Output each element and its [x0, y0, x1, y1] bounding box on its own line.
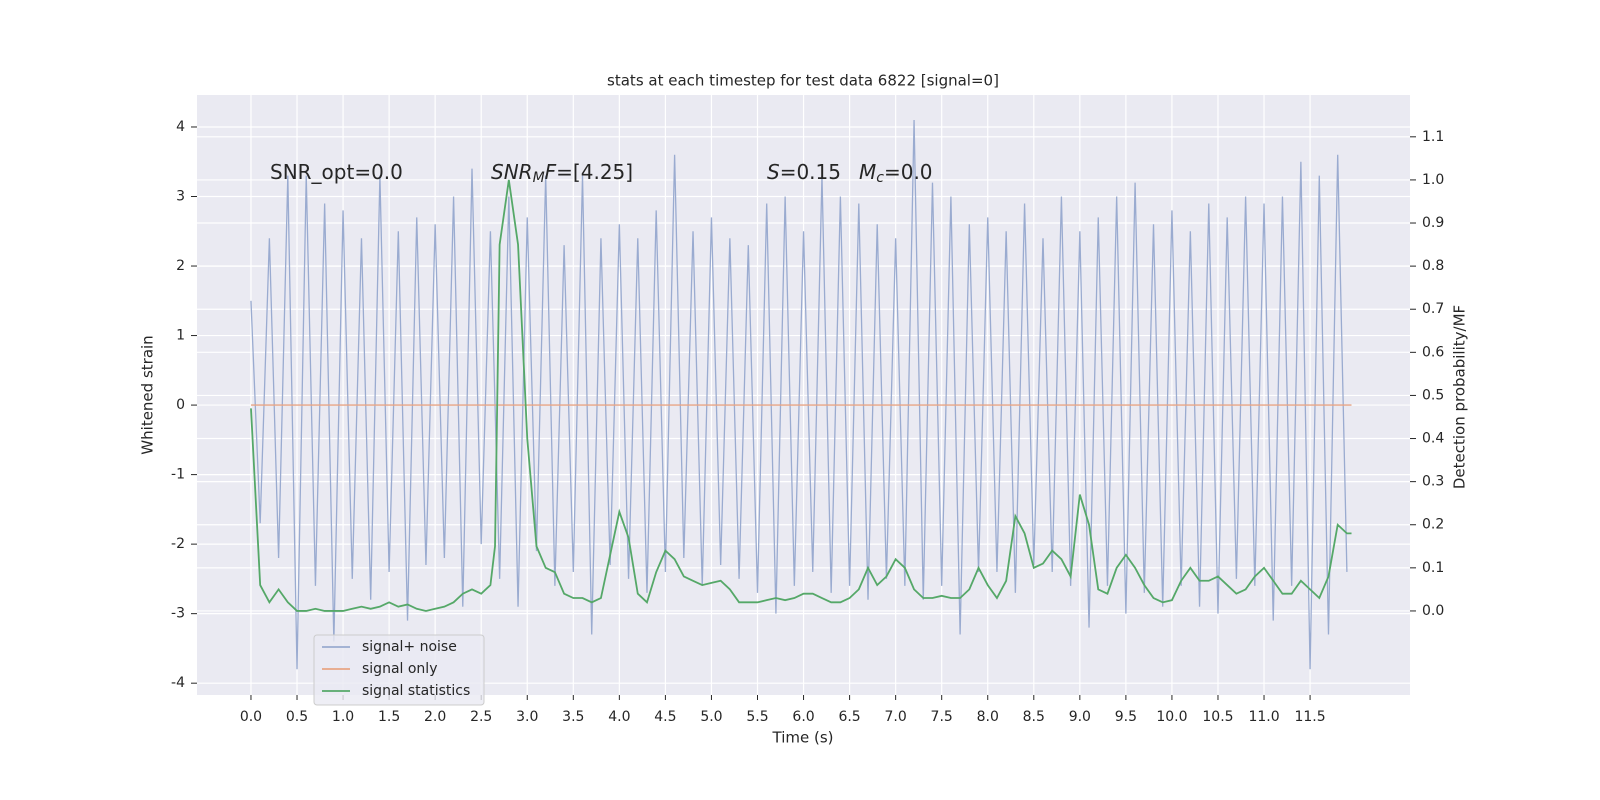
y2-tick-label: 1.0 — [1422, 172, 1444, 188]
y-tick-label: 4 — [176, 119, 185, 135]
x-tick-label: 3.5 — [562, 709, 584, 725]
y2-tick-label: 0.8 — [1422, 258, 1444, 274]
chart-title: stats at each timestep for test data 682… — [607, 72, 999, 90]
annotation-part: =0.15 — [780, 160, 841, 184]
x-tick-label: 0.0 — [240, 709, 262, 725]
y2-tick-label: 0.2 — [1422, 517, 1444, 533]
x-tick-label: 5.0 — [700, 709, 722, 725]
x-tick-label: 9.5 — [1115, 709, 1137, 725]
annotation-part: SNR — [491, 160, 533, 184]
x-tick-label: 10.0 — [1156, 709, 1187, 725]
legend-label: signal+ noise — [362, 639, 457, 655]
y2-tick-label: 0.7 — [1422, 301, 1444, 317]
y-tick-label: -2 — [171, 536, 185, 552]
marks — [250, 120, 1352, 670]
annotation-part: c — [876, 170, 884, 186]
annotation: Mc=0.0 — [859, 160, 933, 187]
annotation-part: =0.0 — [884, 160, 933, 184]
y-tick-label: 1 — [176, 328, 185, 344]
annotation: SNR_opt=0.0 — [270, 160, 403, 184]
x-tick-label: 8.5 — [1023, 709, 1045, 725]
annotation-part: M — [533, 170, 545, 186]
y-tick-label: -3 — [171, 606, 185, 622]
legend-label: signal only — [362, 661, 437, 677]
series-line — [250, 179, 1352, 612]
y-tick-label: 2 — [176, 258, 185, 274]
annotation-part: SNR_opt=0.0 — [270, 160, 403, 184]
x-tick-label: 5.5 — [746, 709, 768, 725]
x-tick-label: 2.0 — [424, 709, 446, 725]
annotation-part: F — [545, 160, 557, 184]
y-tick-label: 0 — [176, 397, 185, 413]
y-tick-label: -1 — [171, 467, 185, 483]
legend-box — [313, 634, 485, 706]
y2-tick-label: 0.0 — [1422, 603, 1444, 619]
x-tick-label: 7.5 — [931, 709, 953, 725]
x-tick-label: 8.0 — [977, 709, 999, 725]
annotation-part: =[4.25] — [556, 160, 633, 184]
x-tick-label: 0.5 — [286, 709, 308, 725]
x-tick-label: 2.5 — [470, 709, 492, 725]
x-tick-label: 11.0 — [1248, 709, 1279, 725]
y2-tick-label: 0.3 — [1422, 474, 1444, 490]
y-axis-label: Whitened strain — [139, 335, 157, 454]
x-tick-label: 4.0 — [608, 709, 630, 725]
x-tick-label: 7.0 — [885, 709, 907, 725]
y2-axis-label: Detection probability/MF — [1451, 305, 1469, 489]
annotation: SNRMF=[4.25] — [491, 160, 633, 187]
y2-tick-label: 0.1 — [1422, 560, 1444, 576]
x-tick-label: 1.0 — [332, 709, 354, 725]
x-tick-label: 1.5 — [378, 709, 400, 725]
x-tick-label: 11.5 — [1294, 709, 1325, 725]
series-line — [250, 120, 1348, 670]
x-tick-label: 9.0 — [1069, 709, 1091, 725]
legend-label: signal statistics — [362, 683, 470, 699]
annotation-part: M — [859, 160, 876, 184]
y-tick-label: -4 — [171, 675, 185, 691]
y2-tick-label: 1.1 — [1422, 129, 1444, 145]
x-tick-label: 10.5 — [1202, 709, 1233, 725]
y-tick-label: 3 — [176, 189, 185, 205]
x-tick-label: 6.0 — [792, 709, 814, 725]
y2-tick-label: 0.4 — [1422, 431, 1444, 447]
x-tick-label: 6.5 — [838, 709, 860, 725]
x-tick-label: 3.0 — [516, 709, 538, 725]
x-tick-label: 4.5 — [654, 709, 676, 725]
annotation-part: S — [767, 160, 780, 184]
y2-tick-label: 0.9 — [1422, 215, 1444, 231]
y2-tick-label: 0.5 — [1422, 387, 1444, 403]
legend: signal+ noise signal only signal statistic… — [313, 634, 485, 706]
y2-tick-label: 0.6 — [1422, 344, 1444, 360]
x-axis-label: Time (s) — [772, 729, 834, 747]
annotation: S=0.15 — [767, 160, 841, 184]
